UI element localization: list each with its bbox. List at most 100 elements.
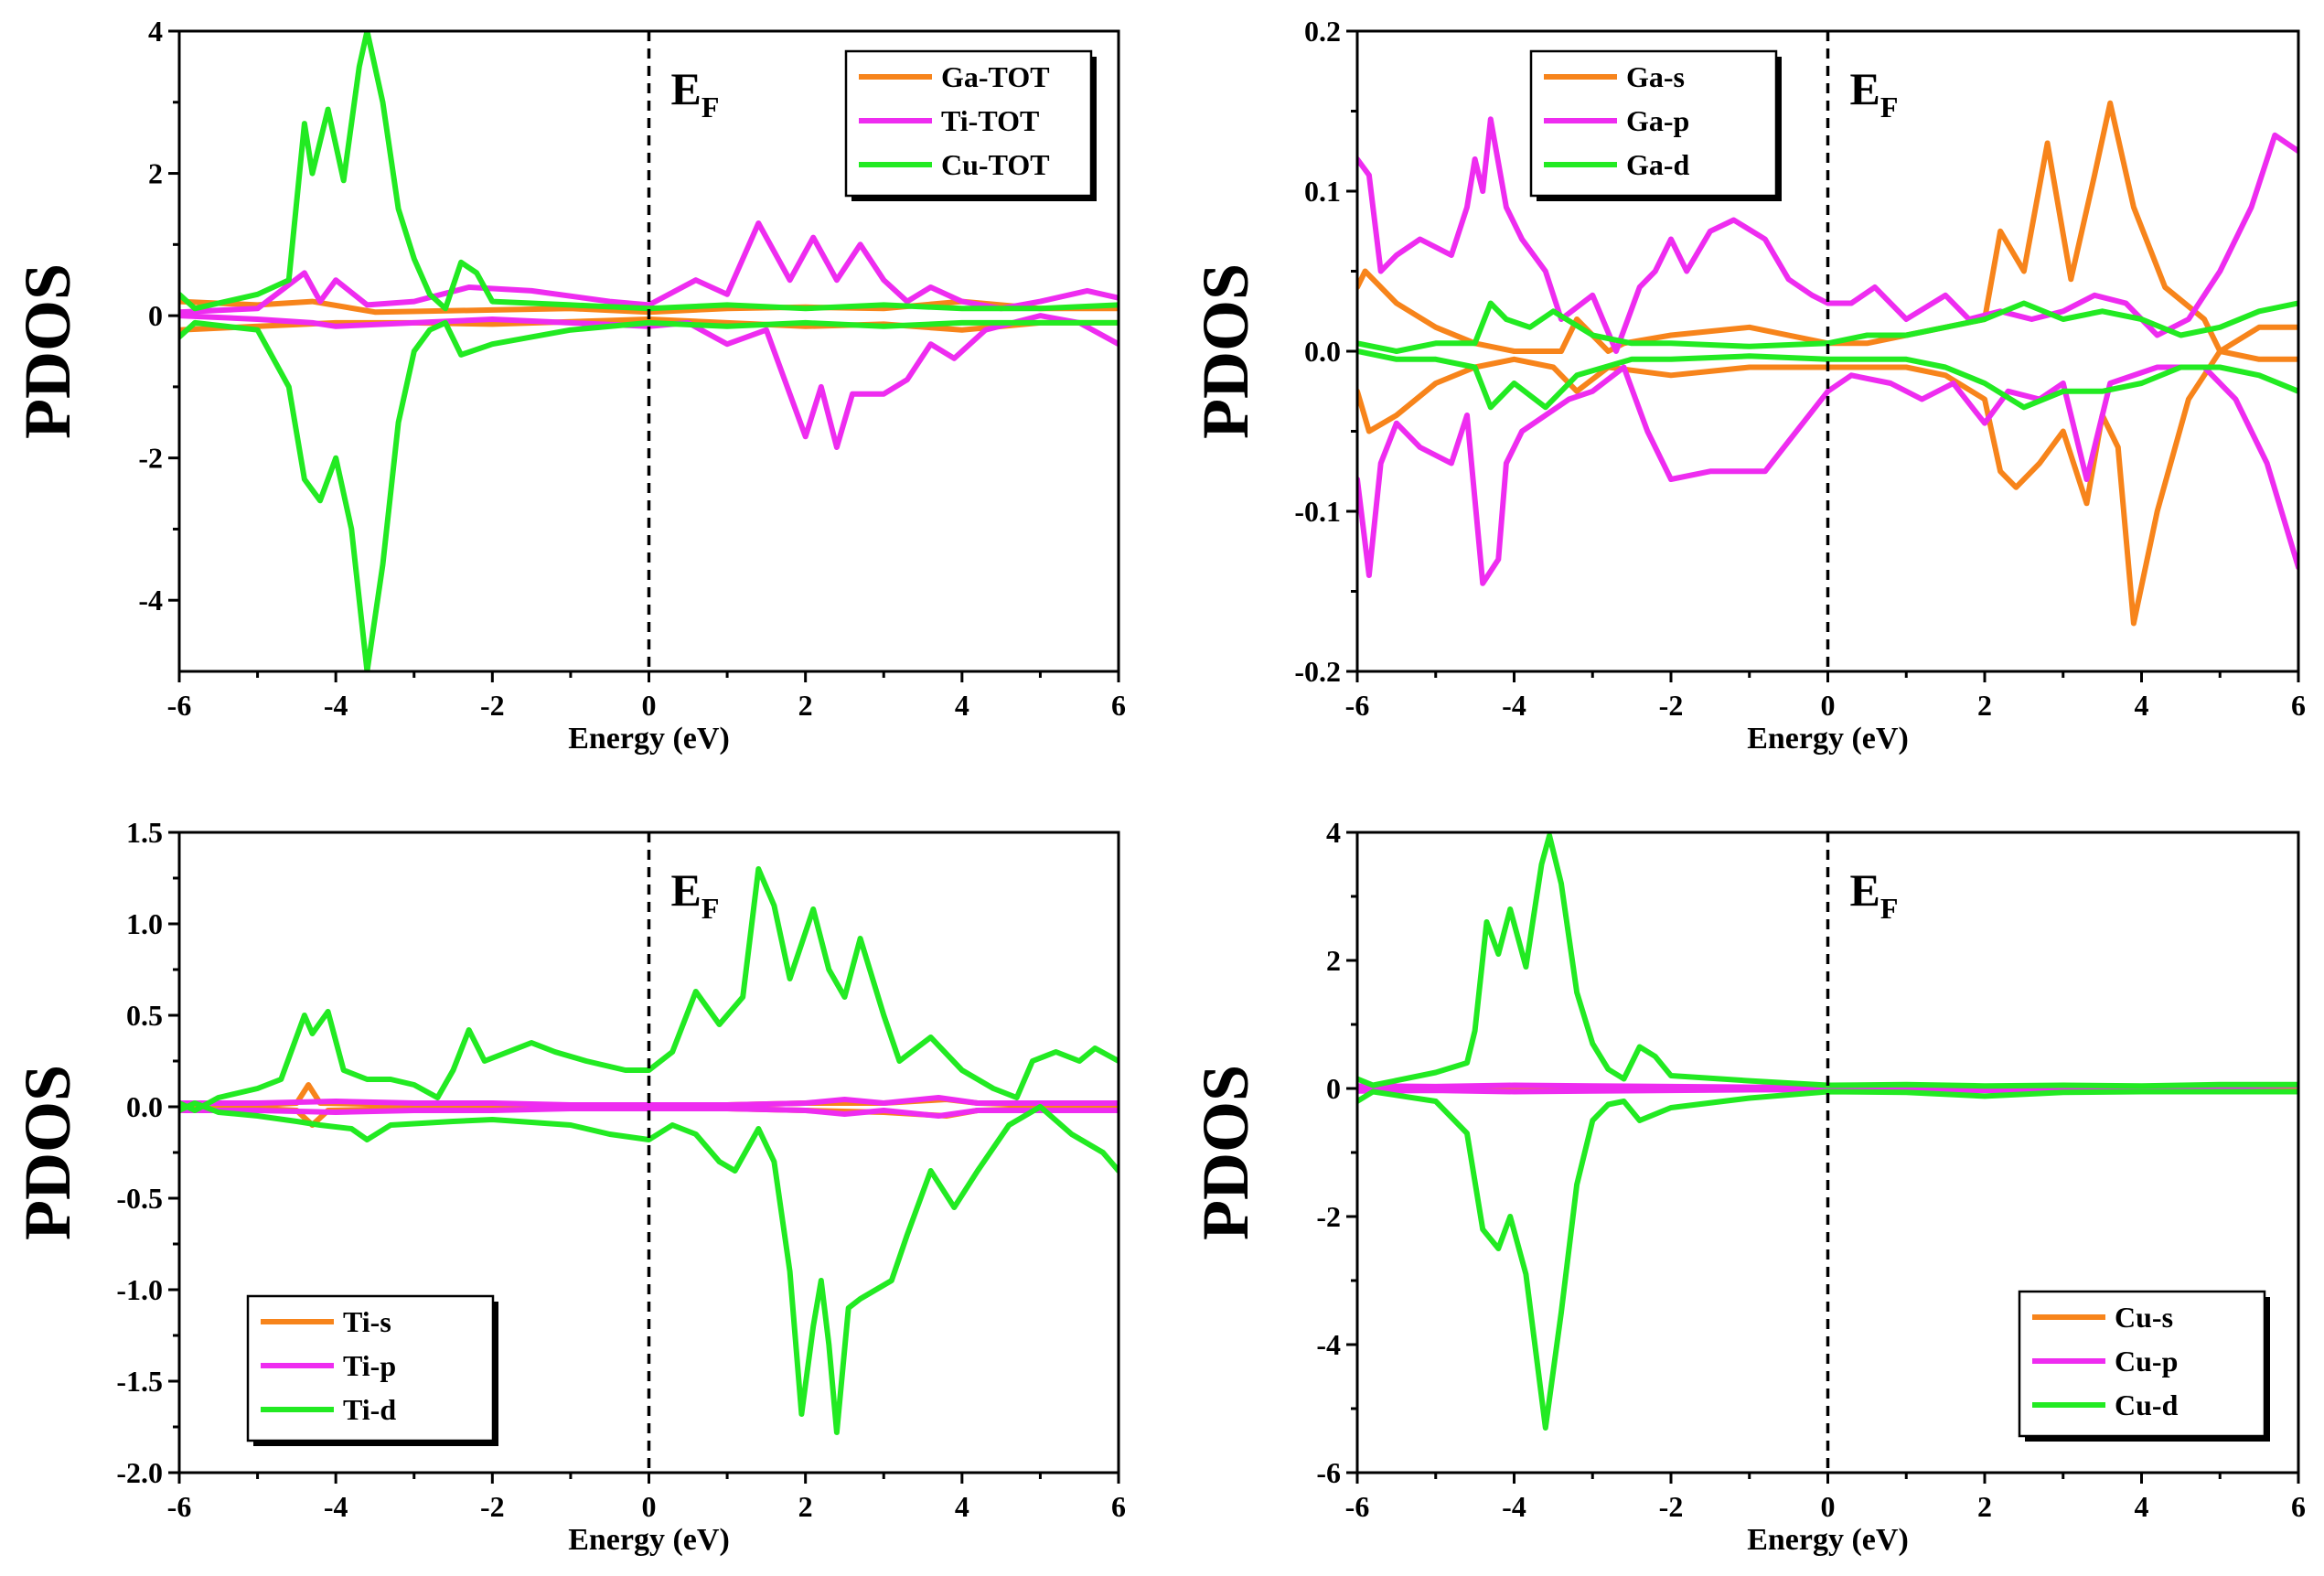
x-tick-label: -2 [480,689,505,722]
y-tick-label: 0 [148,299,163,332]
plot-area [1357,832,2298,1431]
y-tick-label: 0 [1326,1072,1341,1105]
panel-bottom-right: EF -6 -4 -2 0 2 4 6 -6 -4 -2 0 2 4 Energy (eV) PDOS Cu-s… [1189,816,2306,1557]
fermi-label: EF [1850,63,1899,123]
y-tick-label: 4 [1326,816,1341,849]
x-tick-label: 6 [2291,689,2306,722]
legend-label-Ti-TOT: Ti-TOT [941,104,1039,137]
plot-area [1357,100,2298,627]
y-tick-label: 0.1 [1304,175,1341,208]
y-tick-label: 1.5 [126,816,163,849]
y-tick-label: 0.0 [126,1090,163,1123]
x-tick-label: 6 [2291,1490,2306,1523]
y-axis-label: PDOS [1189,263,1262,439]
y-axis-label: PDOS [11,263,84,439]
legend-label-Ti-s: Ti-s [343,1305,391,1338]
series-Ga-s-down [1357,348,2298,627]
x-axis-label: Energy (eV) [568,1523,730,1557]
x-tick-label: 2 [798,689,813,722]
x-tick-label: 4 [2135,1490,2149,1523]
y-tick-label: -0.5 [116,1182,163,1215]
x-tick-label: -2 [1659,689,1684,722]
legend-label-Ga-d: Ga-d [1626,148,1690,181]
x-tick-label: -2 [1659,1490,1684,1523]
series-Ti-d-down [179,1100,1119,1435]
x-tick-label: 2 [798,1490,813,1523]
y-tick-label: 4 [148,15,163,48]
y-tick-label: 0.5 [126,999,163,1032]
y-tick-label: -1.5 [116,1365,163,1398]
legend: Ga-s Ga-p Ga-d [1529,49,1782,201]
y-tick-label: 0.0 [1304,335,1341,368]
x-tick-label: 4 [2135,689,2149,722]
x-tick-label: -6 [167,689,192,722]
x-tick-label: -4 [324,689,348,722]
y-tick-label: -2 [138,442,163,475]
y-tick-label: -1.0 [116,1273,163,1306]
series-Ti-d-up [179,866,1119,1113]
x-tick-label: -6 [1345,689,1370,722]
panel-top-right: EF -6 -4 -2 0 2 4 6 -0.2 -0.1 0.0 0.1 0.2 Energy (eV)… [1189,15,2306,756]
y-tick-label: 0.2 [1304,15,1341,48]
y-axis-label: PDOS [1189,1065,1262,1240]
legend-label-Cu-d: Cu-d [2115,1388,2179,1421]
series-Cu-TOT-down [179,319,1119,671]
x-tick-label: -2 [480,1490,505,1523]
x-tick-label: 0 [1821,1490,1836,1523]
panel-bottom-left: EF -6 -4 -2 0 2 4 6 -2.0 -1.5 -1.0 -0.5 0.0 0.5 1.0 1.5… [11,816,1126,1557]
fermi-label: EF [671,864,720,925]
plot-area [179,31,1119,671]
x-axis-label: Energy (eV) [1747,722,1909,756]
x-tick-label: -6 [167,1490,192,1523]
series-Ti-TOT-down [179,313,1119,450]
series-Cu-d-down [1357,1088,2298,1431]
x-tick-label: 0 [1821,689,1836,722]
legend-label-Cu-s: Cu-s [2115,1301,2173,1334]
x-tick-label: 6 [1111,689,1126,722]
y-tick-label: -2 [1316,1200,1341,1233]
x-tick-label: -6 [1345,1490,1370,1523]
y-tick-label: -2.0 [116,1456,163,1489]
plot-area [179,866,1119,1435]
legend-label-Cu-TOT: Cu-TOT [941,148,1050,181]
x-tick-label: 6 [1111,1490,1126,1523]
x-tick-label: 2 [1977,1490,1992,1523]
x-tick-label: 2 [1977,689,1992,722]
y-tick-label: -0.1 [1294,495,1341,528]
series-Ga-p-down [1357,364,2298,586]
y-tick-label: 2 [1326,944,1341,977]
x-tick-label: -4 [324,1490,348,1523]
series-Ga-p-up [1357,116,2298,354]
x-axis-label: Energy (eV) [1747,1523,1909,1557]
legend-label-Ga-s: Ga-s [1626,60,1685,93]
y-tick-label: 1.0 [126,907,163,940]
x-tick-label: -4 [1502,1490,1526,1523]
legend-label-Ti-d: Ti-d [343,1393,396,1426]
fermi-label: EF [671,63,720,123]
x-tick-label: 0 [642,1490,657,1523]
x-tick-label: 0 [642,689,657,722]
legend-label-Ga-TOT: Ga-TOT [941,60,1050,93]
series-Cu-d-up [1357,832,2298,1089]
legend-label-Ti-p: Ti-p [343,1349,396,1382]
series-Ti-TOT-up [179,220,1119,316]
series-Ti-p-up [179,1095,1119,1108]
y-tick-label: -4 [1316,1328,1341,1361]
fermi-label: EF [1850,864,1899,925]
series-Cu-TOT-up [179,31,1119,312]
legend: Ti-s Ti-p Ti-d [246,1294,498,1446]
x-tick-label: 4 [955,1490,969,1523]
series-Ga-d-down [1357,348,2298,411]
legend-label-Cu-p: Cu-p [2115,1345,2178,1378]
x-tick-label: -4 [1502,689,1526,722]
y-tick-label: -4 [138,584,163,616]
x-axis-label: Energy (eV) [568,722,730,756]
panel-top-left: EF -6 -4 -2 0 2 4 6 -4 -2 0 2 4 Energy (eV) PDOS Ga-TOT… [11,15,1126,756]
y-tick-label: -6 [1316,1456,1341,1489]
x-tick-label: 4 [955,689,969,722]
series-Ga-d-up [1357,300,2298,354]
legend-label-Ga-p: Ga-p [1626,104,1689,137]
y-tick-label: 2 [148,157,163,190]
y-tick-label: -0.2 [1294,655,1341,688]
